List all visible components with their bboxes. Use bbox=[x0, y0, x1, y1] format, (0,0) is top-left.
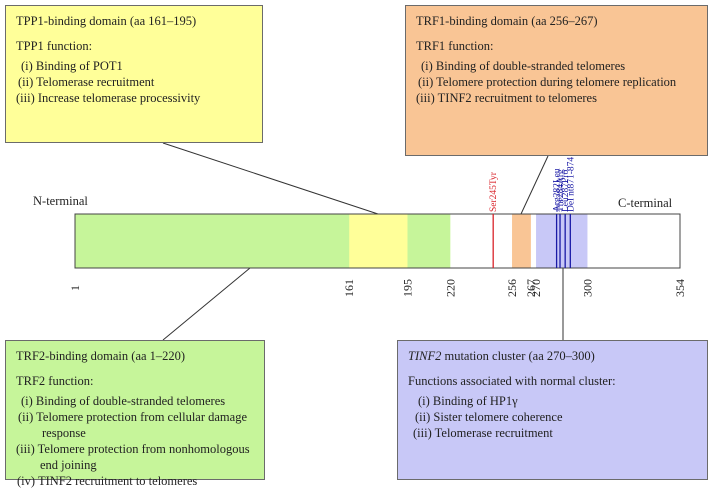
tinf2-function-heading: Functions associated with normal cluster… bbox=[408, 374, 616, 388]
trf2-function-item-4: (iv) TINF2 recruitment to telomeres bbox=[17, 474, 198, 488]
mutation-label-1: Ser245Tyr bbox=[489, 171, 499, 212]
tick-label-220: 220 bbox=[443, 279, 457, 297]
tinf2-function-item-3: (iii) Telomerase recruitment bbox=[413, 426, 553, 440]
trf2-function-item-3: (iii) Telomere protection from nonhomolo… bbox=[16, 442, 250, 472]
n-terminal-label: N-terminal bbox=[33, 194, 88, 208]
tick-label-161: 161 bbox=[342, 279, 356, 297]
trf1-box-title: TRF1-binding domain (aa 256–267) bbox=[416, 14, 598, 28]
tpp1-box-title: TPP1-binding domain (aa 161–195) bbox=[16, 14, 197, 28]
tinf2-gene-name: TINF2 bbox=[408, 349, 442, 363]
tick-label-1: 1 bbox=[68, 285, 82, 291]
region-tpp1-binding bbox=[349, 214, 408, 268]
connector-trf1 bbox=[520, 155, 549, 215]
connector-tpp1 bbox=[162, 142, 379, 215]
tick-label-195: 195 bbox=[400, 279, 414, 297]
tpp1-function-item-2: (ii) Telomerase recruitment bbox=[18, 75, 155, 89]
tpp1-function-heading: TPP1 function: bbox=[16, 39, 93, 53]
tinf2-function-item-2: (ii) Sister telomere coherence bbox=[415, 410, 563, 424]
tinf2-function-item-1: (i) Binding of HP1γ bbox=[418, 394, 518, 408]
trf2-function-heading: TRF2 function: bbox=[16, 374, 94, 388]
tinf2-mutation-cluster-box: TINF2 mutation cluster (aa 270–300) Func… bbox=[397, 340, 708, 480]
mutation-label-2: Arg282Leu bbox=[553, 168, 563, 212]
mutation-label-4: Leu287Pro bbox=[561, 170, 571, 212]
trf2-binding-box: TRF2-binding domain (aa 1–220) TRF2 func… bbox=[5, 340, 265, 488]
trf1-function-item-1: (i) Binding of double-stranded telomeres bbox=[421, 59, 626, 73]
tinf2-title-rest: mutation cluster (aa 270–300) bbox=[441, 349, 595, 363]
trf1-function-heading: TRF1 function: bbox=[416, 39, 494, 53]
tpp1-function-item-1: (i) Binding of POT1 bbox=[21, 59, 123, 73]
tick-label-267: 267 bbox=[524, 279, 538, 297]
tick-label-300: 300 bbox=[580, 279, 594, 297]
protein-bar-outline bbox=[74, 213, 681, 269]
trf2-function-item-1: (i) Binding of double-stranded telomeres bbox=[21, 394, 226, 408]
tick-label-256: 256 bbox=[505, 279, 519, 297]
connector-trf2 bbox=[162, 267, 251, 341]
region-trf1-binding bbox=[512, 214, 531, 268]
mutation-label-5: Del nt871-874 bbox=[566, 157, 576, 212]
mutation-label-3: Thr284Arg bbox=[556, 169, 566, 212]
tpp1-function-item-3: (iii) Increase telomerase processivity bbox=[16, 91, 201, 105]
tick-label-270: 270 bbox=[529, 279, 543, 297]
trf2-box-title: TRF2-binding domain (aa 1–220) bbox=[16, 349, 186, 363]
trf1-function-item-3: (iii) TINF2 recruitment to telomeres bbox=[416, 91, 597, 105]
c-terminal-label: C-terminal bbox=[618, 196, 673, 210]
tick-label-354: 354 bbox=[673, 279, 687, 297]
region-tinf2-mutation-cluster bbox=[536, 214, 588, 268]
trf1-binding-box: TRF1-binding domain (aa 256–267) TRF1 fu… bbox=[405, 5, 708, 156]
tpp1-binding-box: TPP1-binding domain (aa 161–195) TPP1 fu… bbox=[5, 5, 263, 143]
tinf2-box-title: TINF2 mutation cluster (aa 270–300) bbox=[408, 349, 697, 364]
trf1-function-item-2: (ii) Telomere protection during telomere… bbox=[418, 75, 677, 89]
trf2-function-item-2: (ii) Telomere protection from cellular d… bbox=[18, 410, 248, 440]
